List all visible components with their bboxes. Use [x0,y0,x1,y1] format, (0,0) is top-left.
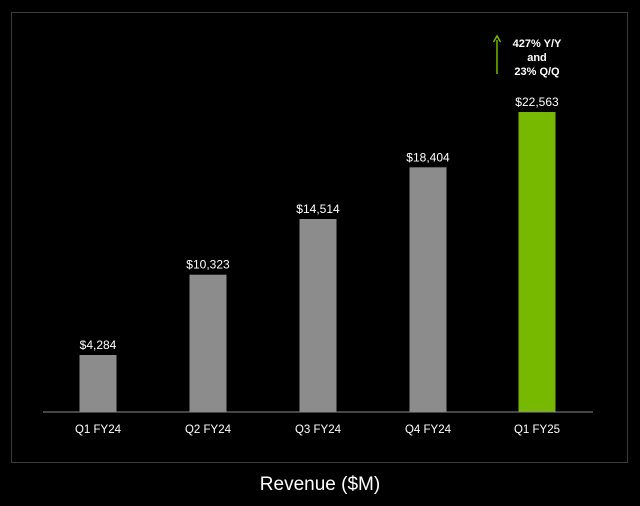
x-tick-label: Q1 FY25 [514,424,560,436]
value-label: $14,514 [296,202,340,216]
value-label: $4,284 [80,338,117,352]
value-label: $10,323 [186,258,230,272]
chart-frame [11,12,628,463]
growth-annotation: 427% Y/Y and 23% Q/Q [492,34,562,78]
bars-layer [79,112,556,412]
value-labels-layer: $4,284 $10,323 $14,514 $18,404 $22,563 [80,95,559,352]
bar-q2-fy24 [189,274,227,412]
up-arrow-head-icon [492,34,502,43]
value-label: $22,563 [515,95,559,109]
revenue-bar-chart: $4,284 $10,323 $14,514 $18,404 $22,563 Q1 FY… [43,34,593,436]
value-label: $18,404 [406,150,450,164]
annotation-line-yoy: 427% Y/Y [513,38,562,50]
bar-q1-fy25 [518,112,556,412]
x-tick-label: Q3 FY24 [295,424,342,436]
x-tick-label: Q2 FY24 [185,424,232,436]
x-tick-label: Q1 FY24 [75,424,122,436]
x-tick-label: Q4 FY24 [405,424,452,436]
bar-q1-fy24 [79,355,117,412]
annotation-line-qoq: 23% Q/Q [514,66,560,78]
tick-labels-layer: Q1 FY24 Q2 FY24 Q3 FY24 Q4 FY24 Q1 FY25 [75,424,560,436]
annotation-line-and: and [527,52,547,64]
bar-q3-fy24 [299,219,337,412]
bar-q4-fy24 [409,167,447,412]
chart-title: Revenue ($M) [259,474,381,495]
